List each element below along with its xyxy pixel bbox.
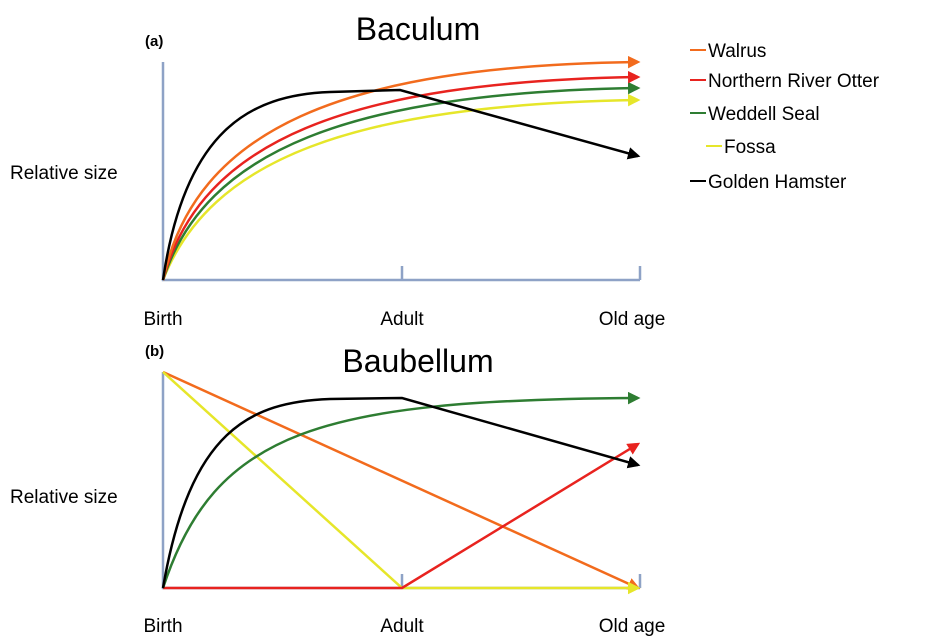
curve [161, 93, 641, 281]
curve [161, 81, 641, 281]
curve [161, 396, 641, 589]
y-label: Relative size [10, 163, 118, 184]
panel-label: (b) [145, 343, 164, 360]
legend-label: Walrus [708, 41, 766, 62]
legend-label: Weddell Seal [708, 104, 820, 125]
legend: Walrus Northern River Otter Weddell Seal… [690, 41, 880, 193]
curve [161, 70, 641, 281]
curve [161, 55, 641, 281]
legend-label: Fossa [724, 137, 776, 158]
panel-title: Baubellum [342, 343, 493, 379]
legend-label: Golden Hamster [708, 172, 847, 193]
x-label: Adult [380, 309, 424, 330]
curve [162, 370, 641, 590]
panel-a: Baculum (a) Relative size Birth Adult Ol… [10, 11, 665, 330]
legend-label: Northern River Otter [708, 71, 880, 92]
panel-title: Baculum [356, 11, 481, 47]
x-label: Old age [599, 616, 666, 637]
x-label: Adult [380, 616, 424, 637]
curve [163, 442, 641, 590]
panel-b: Baubellum (b) Relative size Birth Adult … [10, 343, 665, 637]
curve [161, 391, 641, 589]
x-label: Old age [599, 309, 666, 330]
x-label: Birth [143, 309, 182, 330]
curve [161, 88, 641, 281]
x-label: Birth [143, 616, 182, 637]
y-label: Relative size [10, 487, 118, 508]
panel-label: (a) [145, 33, 163, 50]
